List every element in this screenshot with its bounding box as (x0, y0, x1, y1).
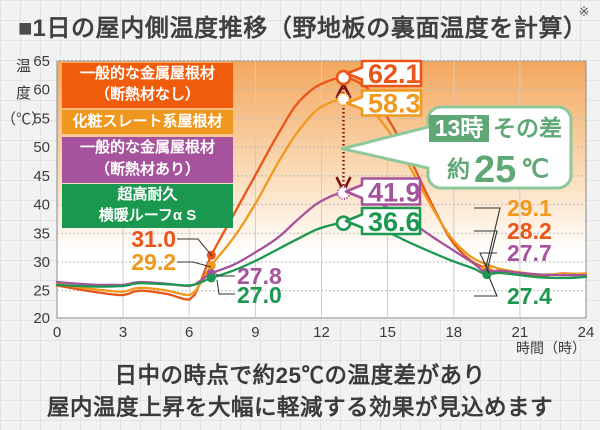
svg-text:3: 3 (119, 324, 127, 341)
svg-text:55: 55 (33, 110, 50, 127)
svg-text:21: 21 (512, 324, 529, 341)
svg-text:6: 6 (185, 324, 193, 341)
svg-text:35: 35 (33, 225, 50, 242)
svg-text:9: 9 (251, 324, 259, 341)
svg-text:15: 15 (379, 324, 396, 341)
svg-text:60: 60 (33, 82, 50, 99)
svg-text:0: 0 (53, 324, 61, 341)
svg-text:25: 25 (33, 283, 50, 300)
svg-text:18: 18 (445, 324, 462, 341)
svg-text:50: 50 (33, 139, 50, 156)
svg-text:12: 12 (313, 324, 330, 341)
svg-text:45: 45 (33, 168, 50, 185)
svg-text:時間（時）: 時間（時） (516, 340, 586, 356)
svg-text:40: 40 (33, 197, 50, 214)
svg-text:24: 24 (578, 324, 595, 341)
svg-text:65: 65 (33, 53, 50, 70)
svg-text:20: 20 (33, 310, 50, 327)
svg-text:30: 30 (33, 254, 50, 271)
